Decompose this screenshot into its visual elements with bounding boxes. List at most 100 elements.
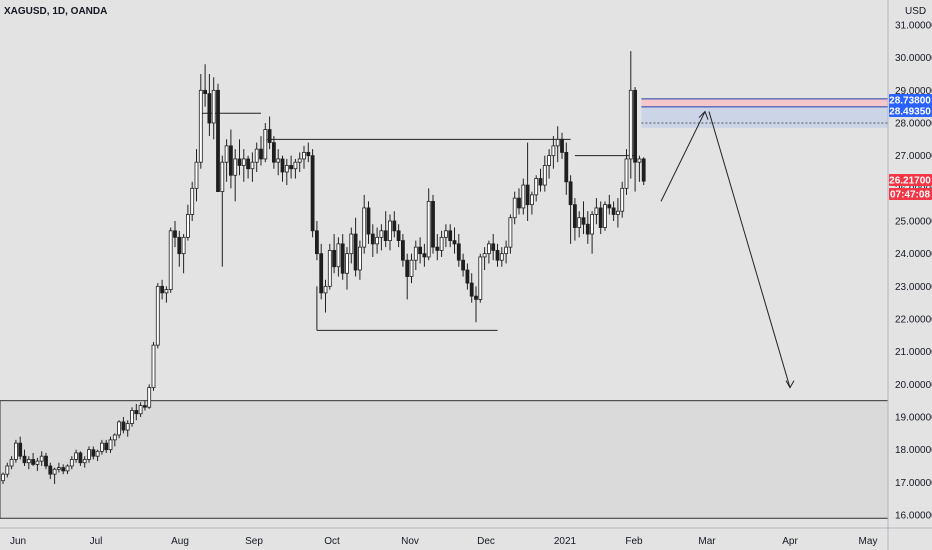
candle-body-down [598,207,603,228]
candle [521,178,526,215]
candle [332,234,337,274]
candle [590,211,594,254]
y-tick-label: 18.00000 [895,445,932,456]
x-tick-label: 2021 [554,536,577,547]
candle [254,142,259,172]
candle [297,152,302,172]
candle [525,142,530,221]
candle-body-down [366,207,371,235]
candle-body-up [293,161,298,170]
candle [228,129,233,189]
candle [74,449,78,463]
candle-body-down [142,405,147,408]
x-tick-label: Sep [245,536,263,547]
candle-body-down [353,233,358,271]
candle [435,234,440,261]
candle [237,139,242,176]
y-tick-label: 29.00000 [895,86,932,97]
candle-body-down [448,230,453,242]
candle [491,234,496,261]
candle-body-down [91,449,96,457]
candle [370,224,375,257]
x-tick-label: Dec [477,536,495,547]
candle [1,472,5,484]
candle-body-down [314,230,319,255]
price-tag-label: 07:47:08 [890,190,930,201]
y-tick-label: 28.00000 [895,119,932,130]
candle-body-down [173,230,177,238]
candle-body-down [607,204,612,209]
candle [637,155,642,182]
candle-body-up [26,459,31,464]
candle [336,237,341,277]
candle [220,155,225,267]
candle [508,214,513,254]
candle [125,420,130,437]
candle-body-up [276,158,281,163]
candle-body-up [168,230,173,291]
candle-body-down [104,442,109,451]
candle [323,279,328,313]
candle [87,446,91,463]
candle-body-up [426,200,431,258]
candle [271,136,276,169]
candle [61,464,66,475]
candle-body-down [271,142,276,163]
y-tick-label: 22.00000 [895,315,932,326]
candle-body-up [69,459,74,467]
candle [439,230,444,257]
candle [443,224,448,248]
candle [130,407,134,427]
candle [422,243,427,267]
candle [57,462,61,473]
candle-body-up [250,161,255,170]
candle-body-up [345,253,349,274]
candle-body-down [44,455,48,467]
candle-body-down [474,295,478,300]
candle-body-down [405,259,410,277]
candle [353,217,358,277]
candle-body-up [439,236,444,251]
candle-body-up [117,421,121,436]
y-tick-label: 24.00000 [895,249,932,260]
candle-body-down [370,233,375,245]
candle [465,263,470,290]
projected-rise-arrowhead [698,110,709,120]
candle-body-down [216,89,220,193]
candle-body-up [233,158,238,176]
candle [246,155,251,179]
candle [620,181,625,218]
candle [185,204,190,241]
candle-body-up [413,246,418,261]
candle [400,234,405,267]
candle-body-up [594,207,599,215]
candle [82,456,87,468]
candle-body-up [190,187,195,215]
candle [456,234,461,267]
candle [349,227,354,264]
candle-body-down [452,240,457,245]
candle-body-down [121,421,126,431]
y-tick-label: 17.00000 [895,478,932,489]
candle [327,243,332,290]
candle [418,237,423,264]
candle [366,201,371,244]
candle-body-up [35,460,40,465]
candle-body-down [48,465,53,475]
candle [555,126,560,163]
candle [48,462,53,480]
candle-body-up [57,467,61,470]
price-axis[interactable]: 16.00000 17.00000 18.00000 19.00000 20.00000… [895,21,932,522]
candle-body-down [461,259,466,271]
candle-body-down [422,253,427,258]
candle-body-down [160,285,165,294]
candle [293,158,298,179]
candle [585,211,590,244]
candle-body-down [332,249,337,268]
time-axis[interactable]: Jun Jul Aug Sep Oct Nov Dec 2021 Feb Mar Apr May [10,536,878,547]
candle-body-up [504,246,509,255]
candle-body-down [491,243,496,251]
candle-body-up [65,465,70,472]
candle-body-up [362,207,367,248]
candle-body-up [185,214,190,238]
